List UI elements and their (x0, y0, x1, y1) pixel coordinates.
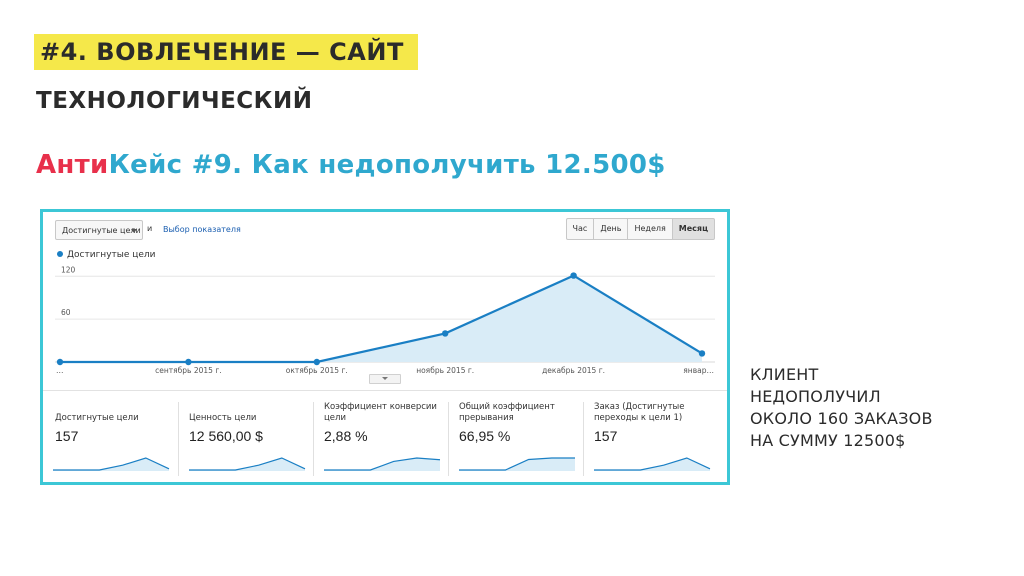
period-week-button[interactable]: Неделя (628, 218, 673, 240)
sparkline-line (53, 457, 170, 471)
data-point (442, 330, 449, 337)
analytics-screenshot: Достигнутые цели и Выбор показателя Час … (40, 209, 730, 485)
metric-tile[interactable]: Заказ (Достигнутые переходы к цели 1) 157 (583, 402, 717, 476)
headline-accent: Анти (36, 150, 109, 180)
sparkline-line (189, 457, 306, 471)
sparkline-line (324, 457, 441, 471)
metric-select[interactable]: Достигнутые цели (55, 220, 143, 240)
y-tick-label: 120 (61, 265, 76, 274)
sparkline-line (594, 457, 711, 471)
divider (43, 390, 727, 391)
metric-label: Ценность цели (189, 413, 257, 423)
metric-label: Заказ (Достигнутые переходы к цели 1) (594, 402, 685, 423)
side-note: КЛИЕНТ НЕДОПОЛУЧИЛ ОКОЛО 160 ЗАКАЗОВ НА … (750, 364, 1000, 452)
metric-sparkline (53, 457, 170, 471)
sparkline-area (53, 458, 169, 471)
slide-subtitle: ТЕХНОЛОГИЧЕСКИЙ (36, 88, 313, 114)
sparkline-area (189, 458, 305, 471)
period-toggle: Час День Неделя Месяц (565, 218, 715, 240)
side-note-line: НА СУММУ 12500$ (750, 431, 906, 450)
metric-sparkline (594, 457, 711, 471)
series-area (60, 275, 702, 362)
legend-label: Достигнутые цели (67, 250, 156, 260)
metric-value: 12 560,00 $ (189, 428, 263, 444)
x-tick-label: сентябрь 2015 г. (155, 366, 222, 375)
x-tick-label: … (56, 366, 64, 375)
data-point (570, 272, 577, 279)
period-day-button[interactable]: День (594, 218, 629, 240)
x-tick-label: декабрь 2015 г. (542, 366, 605, 375)
slide-headline: АнтиКейс #9. Как недополучить 12.500$ (36, 150, 666, 180)
metric-tile[interactable]: Достигнутые цели 157 (43, 402, 177, 476)
metric-tile[interactable]: Ценность цели 12 560,00 $ (178, 402, 312, 476)
period-hour-button[interactable]: Час (565, 218, 595, 240)
x-tick-label: январ… (683, 366, 714, 375)
metric-tile[interactable]: Общий коэффициент прерывания 66,95 % (448, 402, 582, 476)
sparkline-area (459, 458, 575, 471)
metric-sparkline (189, 457, 306, 471)
side-note-line: КЛИЕНТ (750, 365, 819, 384)
metric-value: 157 (55, 428, 79, 444)
section-tag: #4. ВОВЛЕЧЕНИЕ — САЙТ (34, 34, 418, 70)
legend-dot-icon (57, 251, 63, 257)
sparkline-area (324, 458, 440, 471)
metrics-row: Достигнутые цели 157 Ценность цели 12 560,0… (43, 402, 727, 476)
metric-value: 66,95 % (459, 428, 511, 444)
metric-value: 157 (594, 428, 618, 444)
metric-sparkline (459, 457, 575, 471)
sparkline-area (594, 458, 710, 471)
series-line (60, 274, 703, 364)
chevron-down-icon (131, 229, 137, 233)
metric-label: Общий коэффициент прерывания (459, 402, 555, 423)
chart-controls: Достигнутые цели и Выбор показателя Час … (55, 218, 715, 242)
metric-label: Достигнутые цели (55, 413, 139, 423)
metric-label: Коэффициент конверсии цели (324, 402, 437, 423)
period-month-button[interactable]: Месяц (672, 218, 715, 240)
metric-sparkline (324, 457, 441, 471)
headline-rest: Кейс #9. Как недополучить 12.500$ (108, 150, 666, 180)
metric-tile[interactable]: Коэффициент конверсии цели 2,88 % (313, 402, 447, 476)
data-point (313, 358, 320, 366)
sparkline-line (459, 457, 575, 471)
x-tick-label: октябрь 2015 г. (286, 366, 348, 375)
chart-legend: Достигнутые цели (57, 250, 156, 260)
collapse-chart-handle[interactable] (369, 374, 401, 384)
and-label: и (147, 224, 153, 233)
x-tick-label: ноябрь 2015 г. (416, 366, 474, 375)
goals-area-chart: 60 120 … сентябрь 2015 г. октябрь 2015 г. ноя… (55, 265, 715, 375)
data-point (698, 350, 706, 357)
caret-down-icon (382, 377, 388, 380)
data-point (185, 358, 192, 366)
side-note-line: НЕДОПОЛУЧИЛ (750, 387, 881, 406)
data-point (56, 358, 64, 366)
metric-value: 2,88 % (324, 428, 368, 444)
side-note-line: ОКОЛО 160 ЗАКАЗОВ (750, 409, 933, 428)
y-tick-label: 60 (61, 308, 71, 317)
metric-select-value: Достигнутые цели (62, 226, 141, 235)
pick-metric-link[interactable]: Выбор показателя (163, 225, 241, 234)
